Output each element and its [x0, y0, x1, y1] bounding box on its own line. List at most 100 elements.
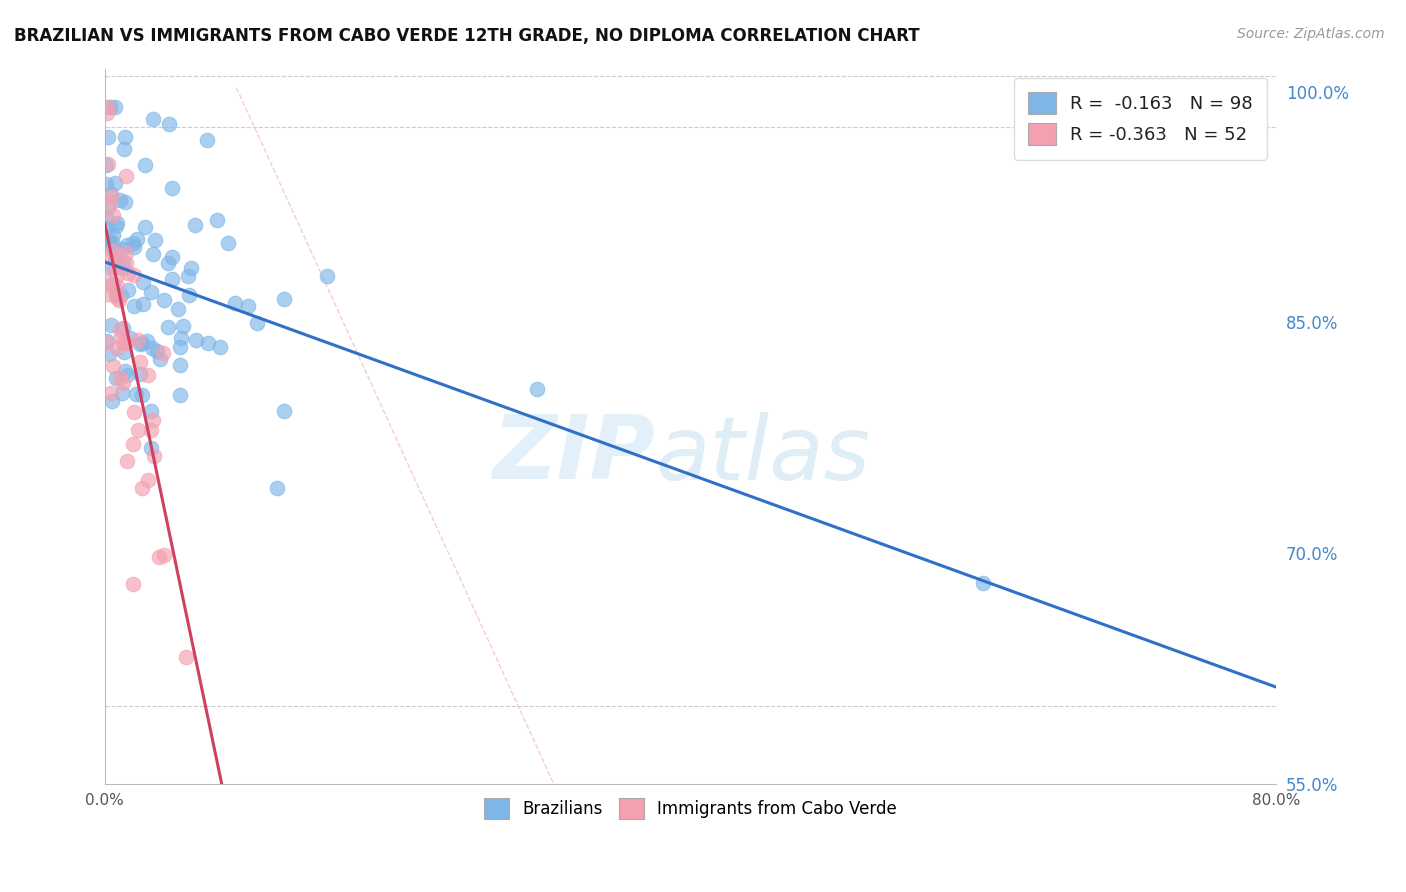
Point [104, 100, 127, 114]
Point [114, 130, 136, 145]
Point [142, 247, 165, 261]
Point [112, 143, 135, 157]
Point [135, 334, 157, 349]
Point [122, 236, 145, 251]
Point [273, 404, 295, 418]
Point [124, 240, 146, 254]
Point [209, 340, 232, 354]
Point [111, 336, 134, 351]
Point [139, 423, 162, 437]
Point [224, 296, 246, 310]
Point [131, 336, 153, 351]
Point [105, 292, 128, 306]
Point [105, 288, 128, 302]
Point [112, 344, 135, 359]
Point [127, 231, 149, 245]
Point [110, 329, 132, 343]
Point [197, 336, 219, 351]
Point [160, 180, 183, 194]
Point [153, 548, 176, 562]
Point [100, 260, 122, 275]
Point [170, 331, 193, 345]
Point [103, 244, 125, 259]
Point [103, 244, 125, 258]
Point [103, 277, 125, 291]
Point [238, 299, 260, 313]
Legend: Brazilians, Immigrants from Cabo Verde: Brazilians, Immigrants from Cabo Verde [477, 792, 904, 825]
Point [131, 275, 153, 289]
Point [266, 481, 288, 495]
Point [177, 269, 200, 284]
Point [110, 288, 132, 302]
Point [97, 234, 120, 248]
Point [117, 283, 139, 297]
Point [169, 358, 191, 372]
Point [141, 341, 163, 355]
Point [117, 238, 139, 252]
Point [315, 268, 337, 283]
Point [97, 200, 120, 214]
Text: Source: ZipAtlas.com: Source: ZipAtlas.com [1237, 27, 1385, 41]
Point [110, 242, 132, 256]
Text: atlas: atlas [655, 412, 870, 498]
Point [108, 293, 131, 307]
Point [173, 319, 195, 334]
Point [118, 330, 141, 344]
Point [152, 346, 174, 360]
Point [167, 302, 190, 317]
Point [169, 387, 191, 401]
Point [94, 335, 117, 350]
Point [97, 287, 120, 301]
Point [105, 268, 128, 282]
Point [180, 260, 202, 275]
Point [96, 158, 118, 172]
Point [131, 388, 153, 402]
Point [111, 260, 134, 275]
Point [148, 550, 170, 565]
Point [101, 359, 124, 374]
Point [169, 340, 191, 354]
Point [107, 250, 129, 264]
Point [94, 178, 117, 192]
Point [94, 274, 117, 288]
Point [122, 268, 145, 282]
Point [156, 256, 179, 270]
Point [121, 436, 143, 450]
Point [105, 341, 128, 355]
Point [115, 335, 138, 350]
Point [160, 271, 183, 285]
Point [129, 355, 152, 369]
Point [100, 386, 122, 401]
Text: ZIP: ZIP [492, 411, 655, 499]
Point [96, 221, 118, 235]
Point [160, 250, 183, 264]
Point [156, 320, 179, 334]
Point [101, 208, 124, 222]
Point [103, 260, 125, 274]
Point [115, 454, 138, 468]
Point [122, 299, 145, 313]
Point [141, 441, 163, 455]
Point [136, 474, 159, 488]
Point [205, 213, 228, 227]
Point [117, 368, 139, 382]
Point [114, 169, 136, 183]
Point [143, 449, 166, 463]
Point [152, 293, 174, 307]
Point [125, 386, 148, 401]
Point [114, 195, 136, 210]
Point [105, 216, 128, 230]
Point [112, 256, 135, 270]
Point [104, 176, 127, 190]
Point [103, 227, 125, 242]
Point [131, 481, 153, 495]
Point [96, 248, 118, 262]
Point [108, 370, 131, 384]
Point [101, 394, 124, 409]
Point [217, 235, 239, 250]
Point [97, 100, 120, 114]
Point [100, 187, 122, 202]
Point [157, 117, 180, 131]
Point [128, 337, 150, 351]
Point [100, 279, 122, 293]
